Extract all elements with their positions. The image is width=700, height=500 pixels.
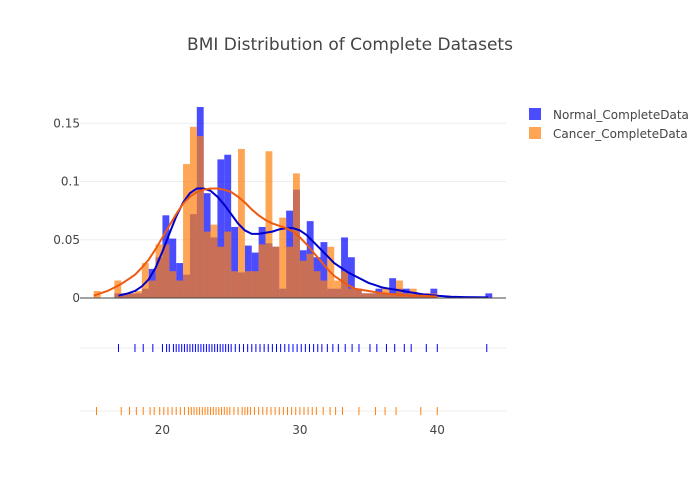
histogram-bar[interactable] [299, 260, 307, 298]
histogram-bar[interactable] [485, 293, 493, 298]
histogram-bar[interactable] [141, 263, 149, 298]
histogram-bar[interactable] [320, 280, 328, 298]
histogram-bar[interactable] [155, 244, 163, 298]
kde-line[interactable] [93, 187, 438, 298]
histogram-bar[interactable] [169, 238, 177, 298]
histogram-bar[interactable] [231, 226, 239, 298]
histogram-bar[interactable] [162, 244, 170, 298]
histogram-bar[interactable] [306, 253, 314, 298]
histogram-bar[interactable] [354, 288, 362, 298]
legend-swatch-cancer [529, 127, 541, 139]
x-axis-ticks: 20 30 40 [155, 423, 445, 437]
chart-title: BMI Distribution of Complete Datasets [187, 35, 513, 55]
legend-swatch-normal [529, 108, 541, 120]
histogram-bar[interactable] [313, 271, 321, 298]
histogram-bar[interactable] [196, 136, 204, 298]
y-tick-label: 0.05 [53, 233, 80, 247]
histogram-bar[interactable] [396, 280, 403, 298]
histogram-bar[interactable] [128, 293, 135, 298]
histogram-bar[interactable] [121, 293, 129, 298]
x-tick-label: 30 [292, 423, 307, 437]
histogram-bar[interactable] [134, 291, 142, 298]
legend-label-normal: Normal_CompleteData [553, 108, 689, 122]
histogram-bar[interactable] [258, 244, 266, 298]
histogram-bar[interactable] [279, 217, 287, 298]
histogram-bar[interactable] [320, 242, 328, 298]
histogram-bar[interactable] [375, 293, 383, 298]
histogram-bar[interactable] [224, 154, 232, 298]
histogram-bar[interactable] [265, 151, 273, 298]
legend-item-cancer[interactable]: Cancer_CompleteData [529, 127, 688, 141]
histogram-bar[interactable] [251, 271, 259, 298]
histogram-bar[interactable] [347, 288, 355, 298]
legend[interactable]: Normal_CompleteData Cancer_CompleteData [529, 108, 689, 141]
histogram-bar[interactable] [176, 280, 184, 298]
rug-plot-normal [80, 344, 506, 352]
y-tick-label: 0.1 [61, 175, 80, 189]
histogram-bar[interactable] [217, 159, 225, 298]
histogram-bar[interactable] [389, 278, 397, 298]
rug-plot-cancer [80, 407, 506, 415]
legend-item-normal[interactable]: Normal_CompleteData [529, 108, 689, 122]
histogram-bar[interactable] [210, 224, 218, 298]
histogram-bar[interactable] [334, 280, 342, 298]
histogram-bar[interactable] [189, 126, 197, 298]
histogram-bar[interactable] [148, 280, 156, 298]
y-tick-label: 0.15 [53, 116, 80, 130]
histogram-bar[interactable] [114, 280, 122, 298]
kde-curves [93, 187, 489, 299]
histogram-bar[interactable] [217, 246, 225, 298]
histogram-bar[interactable] [389, 293, 397, 298]
histogram-bar[interactable] [272, 246, 280, 298]
histogram-bar[interactable] [169, 271, 177, 298]
histogram-bar[interactable] [224, 231, 232, 298]
histogram-bar[interactable] [361, 293, 369, 298]
legend-label-cancer: Cancer_CompleteData [553, 127, 688, 141]
histogram-bar[interactable] [341, 271, 348, 298]
histogram-bar[interactable] [286, 246, 293, 298]
histogram-bar[interactable] [231, 271, 239, 298]
y-tick-label: 0 [72, 291, 80, 305]
histogram-bar[interactable] [203, 231, 211, 298]
x-tick-label: 40 [430, 423, 445, 437]
histogram-bar[interactable] [244, 271, 252, 298]
y-axis-ticks: 0 0.05 0.1 0.15 [53, 116, 80, 305]
histogram-bar[interactable] [368, 293, 376, 298]
histogram-bar[interactable] [238, 148, 245, 298]
histogram-bar[interactable] [347, 257, 355, 298]
histogram-bar[interactable] [341, 237, 348, 298]
x-tick-label: 20 [155, 423, 170, 437]
histogram-cancer [93, 126, 438, 298]
histogram-bar[interactable] [183, 164, 190, 298]
